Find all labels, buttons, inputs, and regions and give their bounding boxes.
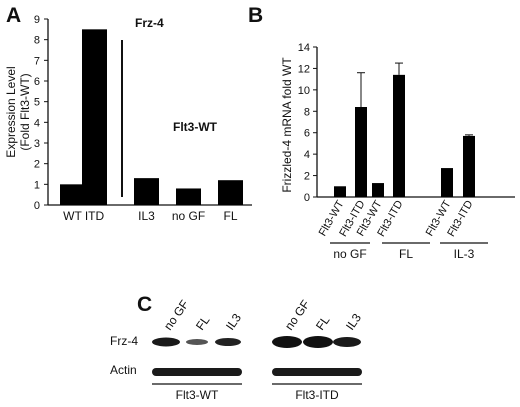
chart-b-y-tick-label: 6 [304,128,310,140]
blot-group-label-itd: Flt3-ITD [295,388,339,402]
panel-c-letter: C [137,293,152,316]
chart-b-bar [372,183,384,197]
chart-b: Frizzled-4 mRNA fold WT 02468101214Flt3-… [280,42,515,261]
chart-b-y-tick-label: 4 [304,149,310,161]
chart-a-y-tick-label: 5 [34,97,40,109]
chart-a-x-tick-label: no GF [172,209,205,223]
chart-a-x-tick-label: ITD [85,209,105,223]
chart-b-group-label: no GF [333,247,366,261]
chart-a-bar [134,178,159,205]
blot-lane-label: no GF [161,297,192,332]
blot-band-frz4 [215,338,241,346]
blot-band-actin-itd [272,368,362,376]
chart-b-bar [463,135,475,197]
chart-a-y-tick-label: 2 [34,159,40,171]
chart-a-y-tick-label: 3 [34,138,40,150]
chart-b-group-label: FL [399,247,413,261]
chart-a-x-tick-label: FL [223,209,237,223]
chart-b-y-tick-label: 14 [298,42,310,54]
blot-lane-label: IL3 [223,311,244,333]
chart-b-bar [441,168,453,197]
chart-a-y-tick-label: 6 [34,76,40,88]
blot-lane-label: no GF [282,297,313,332]
panel-a-letter: A [6,4,21,27]
chart-a-bar [218,180,243,205]
chart-a-bar [176,188,201,205]
chart-a-x-tick-label: IL3 [138,209,155,223]
chart-a: Expression Level (Fold Flt3-WT) Frz-4 Fl… [4,14,252,223]
chart-a-y-tick-label: 4 [34,117,40,129]
chart-a-y-label-line-1: Expression Level [4,66,18,157]
chart-a-annotation-flt3wt: Flt3-WT [173,120,218,134]
chart-b-y-tick-label: 8 [304,106,310,118]
chart-a-y-label-line-2: (Fold Flt3-WT) [18,73,32,150]
chart-a-bar [82,29,107,206]
chart-b-bar [393,74,405,197]
chart-b-y-tick-label: 2 [304,171,310,183]
chart-b-y-tick-label: 10 [298,85,310,97]
chart-b-y-tick-label: 12 [298,63,310,75]
chart-a-y-tick-label: 1 [34,179,40,191]
blot-lane-label: FL [193,313,213,333]
chart-b-bar [334,186,346,197]
blot-group-label-wt: Flt3-WT [176,388,219,402]
blot-lane-label: IL3 [343,311,364,333]
chart-b-y-tick-label: 0 [304,192,310,204]
chart-b-group-label: IL-3 [454,247,475,261]
chart-a-y-tick-label: 9 [34,14,40,26]
chart-a-y-tick-label: 7 [34,55,40,67]
panel-b-letter: B [248,4,263,27]
blot-row-label-actin: Actin [110,363,137,377]
blot-row-label-frz4: Frz-4 [110,334,138,348]
blot-band-frz4 [303,336,333,348]
chart-b-bar [355,107,367,197]
chart-a-y-tick-label: 8 [34,35,40,47]
blot-band-actin-wt [152,368,242,376]
blot-lane-label: FL [313,313,333,333]
blot-band-frz4 [186,339,208,345]
chart-a-annotation-frz4: Frz-4 [135,16,164,30]
blot-band-frz4 [152,337,180,347]
chart-b-y-label: Frizzled-4 mRNA fold WT [280,57,294,193]
chart-a-y-tick-label: 0 [34,200,40,212]
chart-a-x-tick-label: WT [63,209,82,223]
chart-a-bar [60,184,85,205]
blot-band-frz4 [333,337,361,347]
blot-band-frz4 [272,336,302,348]
